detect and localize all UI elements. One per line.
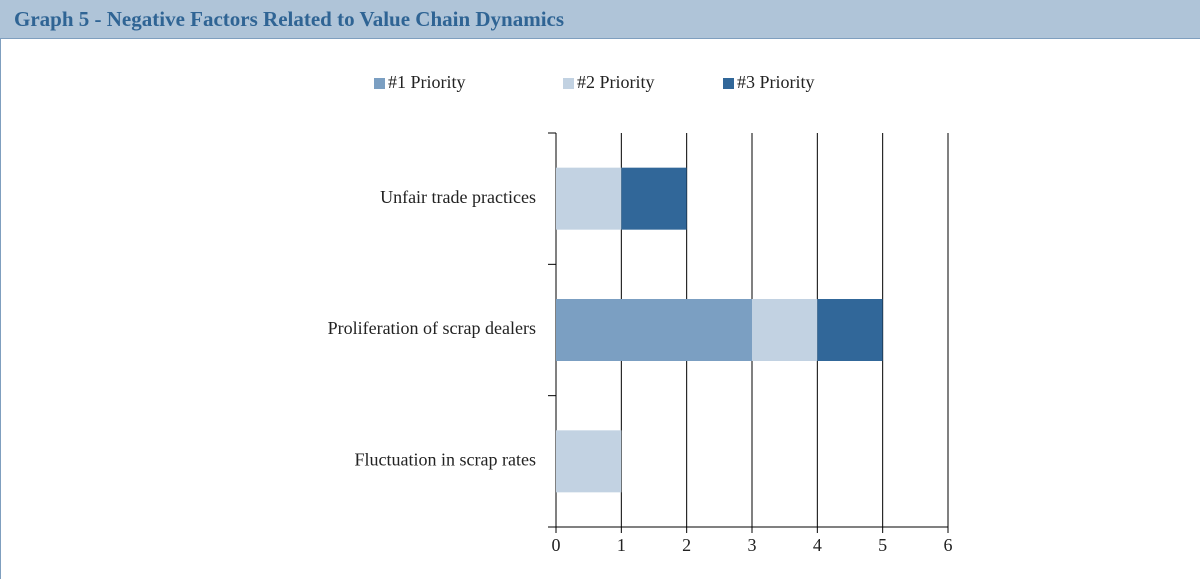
x-tick-label: 0 (552, 535, 561, 555)
x-tick-label: 5 (878, 535, 887, 555)
legend-label: #1 Priority (388, 72, 466, 92)
x-tick-label: 6 (944, 535, 953, 555)
x-tick-label: 3 (748, 535, 757, 555)
y-tick-label: Unfair trade practices (380, 187, 536, 207)
x-tick-label: 2 (682, 535, 691, 555)
header: Graph 5 - Negative Factors Related to Va… (0, 0, 1200, 39)
bar-segment (752, 299, 818, 361)
legend-swatch (723, 78, 734, 89)
legend-label: #3 Priority (737, 72, 815, 92)
bar-segment (556, 299, 752, 361)
chart-title: Graph 5 - Negative Factors Related to Va… (14, 7, 565, 31)
bar-segment (621, 167, 687, 230)
bar-segment (817, 299, 883, 361)
bar-segment (556, 430, 622, 493)
x-tick-label: 4 (813, 535, 822, 555)
legend-swatch (563, 78, 574, 89)
legend-label: #2 Priority (577, 72, 655, 92)
y-tick-label: Fluctuation in scrap rates (355, 449, 536, 469)
y-tick-label: Proliferation of scrap dealers (328, 318, 536, 338)
x-tick-label: 1 (617, 535, 626, 555)
bar-segment (556, 167, 622, 230)
legend-swatch (374, 78, 385, 89)
